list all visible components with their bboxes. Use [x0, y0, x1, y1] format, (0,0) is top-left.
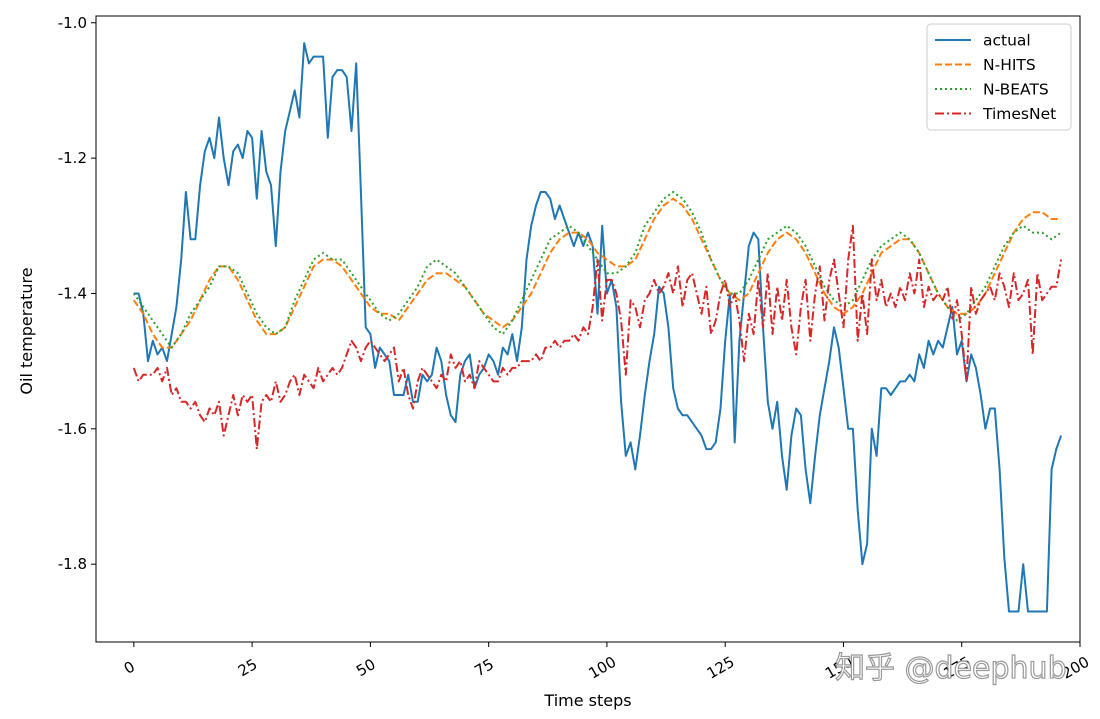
y-axis-label: Oil temperature	[17, 267, 36, 394]
series-layer	[132, 42, 1063, 613]
legend-box	[926, 23, 1072, 131]
legend-label: actual	[983, 32, 1031, 50]
series-line-n-hits	[132, 197, 1062, 349]
series-line-n-beats	[132, 191, 1062, 349]
plot-frame	[95, 15, 1081, 643]
series-line-timesnet	[132, 224, 1063, 451]
y-tick-label: -1.8	[58, 555, 87, 573]
x-axis-label: Time steps	[543, 691, 631, 710]
y-tick-label: -1.4	[58, 284, 87, 302]
y-tick-label: -1.2	[58, 149, 87, 167]
watermark: 知乎 @deephub	[835, 651, 1067, 686]
legend: actual N-HITS N-BEATS TimesNet	[926, 23, 1072, 131]
legend-label: N-HITS	[983, 56, 1036, 74]
y-axis: -1.8 -1.6 -1.4 -1.2 -1.0	[58, 14, 96, 573]
y-tick-label: -1.6	[58, 420, 87, 438]
legend-label: TimesNet	[982, 105, 1056, 123]
series-line-actual	[133, 42, 1063, 613]
y-tick-label: -1.0	[58, 14, 87, 32]
legend-label: N-BEATS	[983, 81, 1049, 99]
